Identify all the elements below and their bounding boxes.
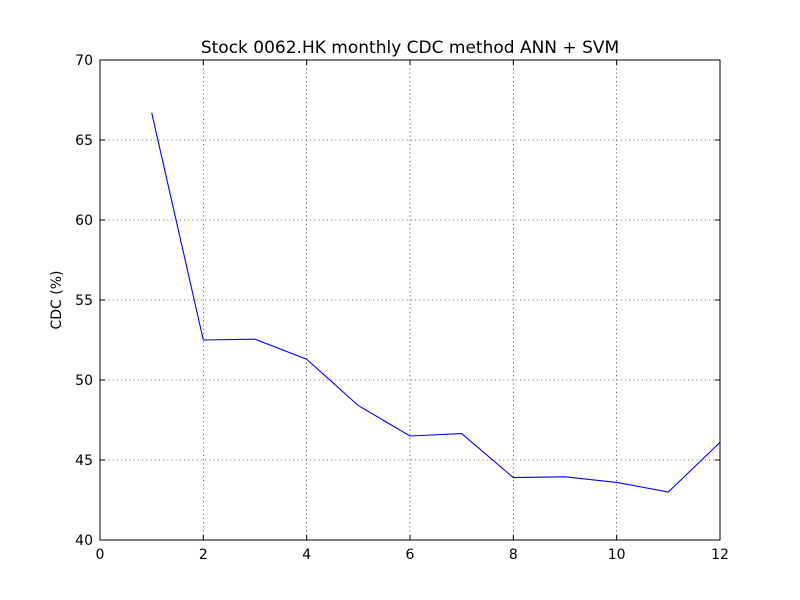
x-tick-label: 12	[711, 547, 729, 563]
y-tick-label: 50	[75, 373, 93, 389]
x-tick-label: 0	[96, 547, 105, 563]
y-tick-label: 60	[75, 213, 93, 229]
y-tick-label: 45	[75, 453, 93, 469]
axis-ticks: 0 2 4 6 8 10 12 40 45 50 55 60 65 70	[75, 53, 729, 563]
x-tick-label: 6	[406, 547, 415, 563]
y-tick-label: 65	[75, 133, 93, 149]
x-tick-label: 8	[509, 547, 518, 563]
x-tick-label: 4	[302, 547, 311, 563]
y-axis-label: CDC (%)	[49, 270, 65, 329]
x-tick-label: 10	[608, 547, 626, 563]
y-tick-label: 40	[75, 533, 93, 549]
y-tick-label: 55	[75, 293, 93, 309]
x-tick-label: 2	[199, 547, 208, 563]
series-line	[151, 112, 721, 493]
series-layer	[151, 112, 721, 493]
y-tick-label: 70	[75, 53, 93, 69]
chart-title: Stock 0062.HK monthly CDC method ANN + S…	[201, 38, 619, 58]
